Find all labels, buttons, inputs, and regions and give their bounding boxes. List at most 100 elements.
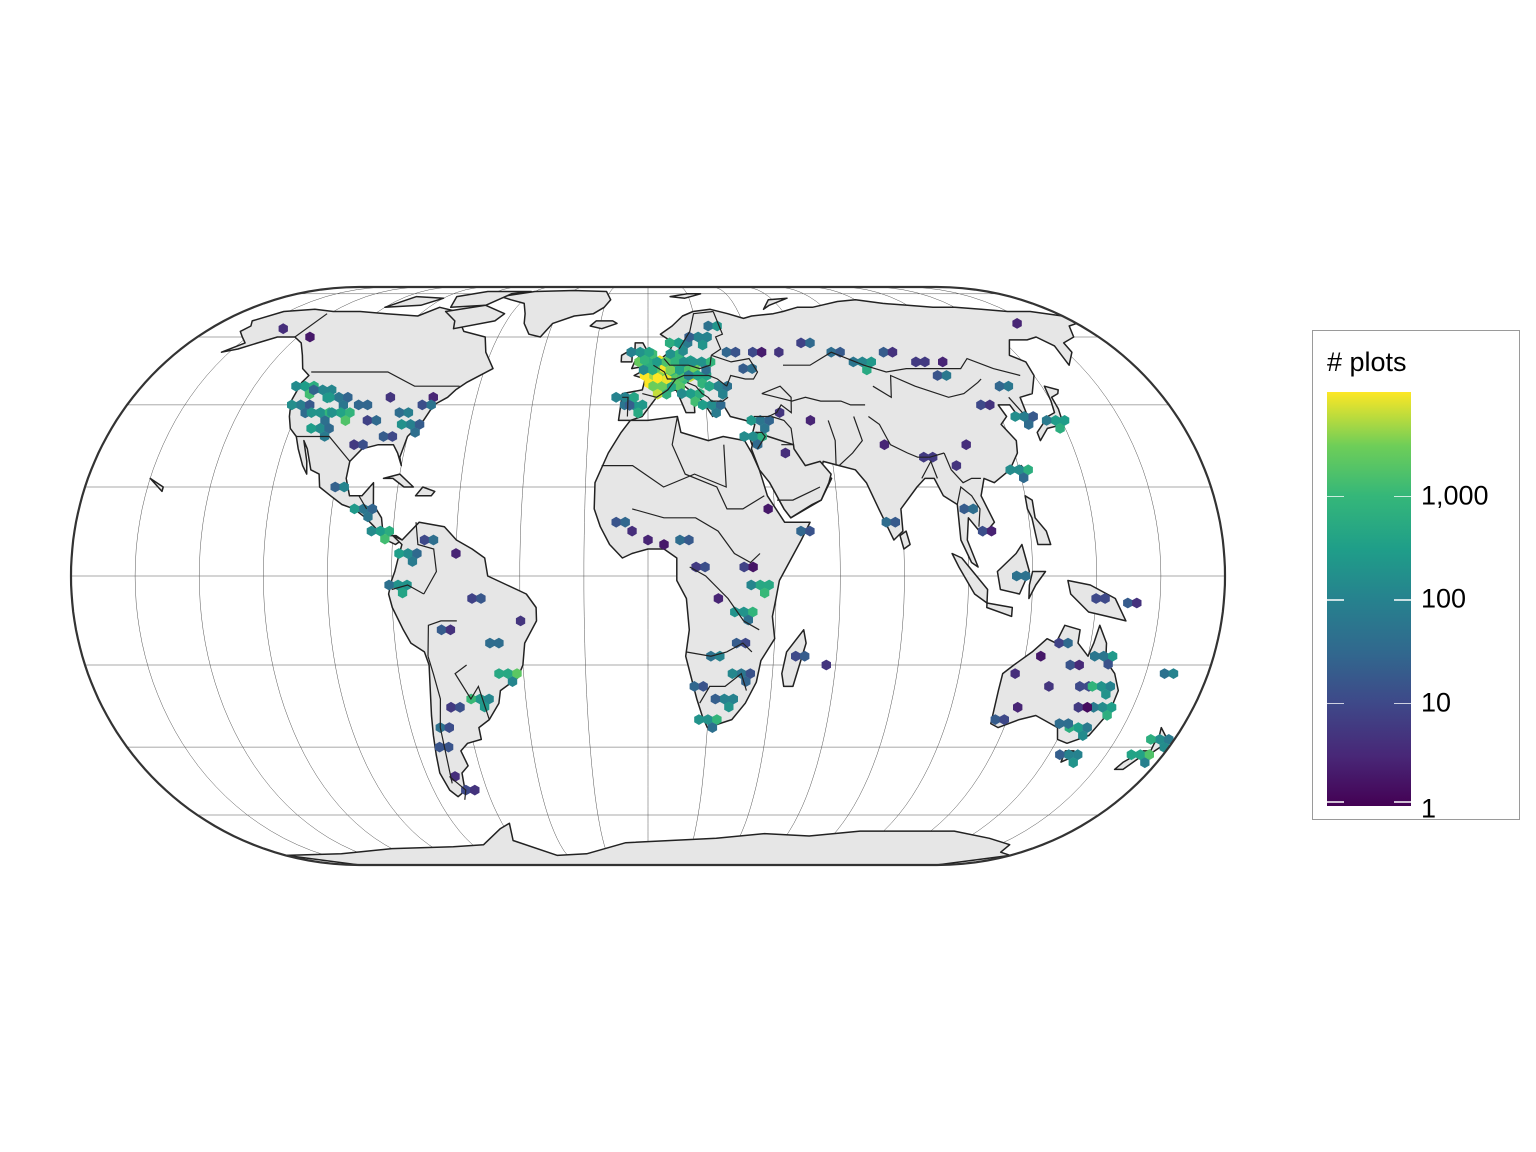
landmass-antarctica xyxy=(284,822,1012,865)
hexbin-cell xyxy=(739,561,749,573)
country-border xyxy=(671,416,765,510)
hexbin-cell xyxy=(1168,668,1179,679)
hexbin-cell xyxy=(686,388,696,399)
hexbin-cell xyxy=(1055,749,1065,761)
hexbin-cell xyxy=(1078,730,1088,741)
hexbin-cell xyxy=(755,579,765,591)
hexbin-cell xyxy=(638,364,649,376)
hexbin-cell xyxy=(1140,757,1150,769)
hexbin-cell xyxy=(848,356,858,368)
hexbin-cell xyxy=(626,346,636,358)
hexbin-cell xyxy=(1065,659,1075,671)
landmass-java xyxy=(986,602,1014,618)
hexbin-cell xyxy=(380,533,390,545)
country-border xyxy=(685,642,753,657)
country-border xyxy=(771,415,795,446)
hexbin-cell xyxy=(941,370,952,381)
landmass-africa xyxy=(593,415,811,729)
hexbin-cell xyxy=(1005,464,1015,476)
hexbin-cell xyxy=(1012,570,1022,582)
country-border xyxy=(689,566,760,631)
hexbin-cell xyxy=(1100,593,1110,604)
hexbin-cell xyxy=(746,415,756,426)
hexbin-cell xyxy=(320,415,330,426)
hexbin-cell xyxy=(1096,681,1106,692)
hexbin-cell xyxy=(677,388,687,399)
hexbin-cell xyxy=(712,714,722,725)
hexbin-cell xyxy=(976,399,986,411)
hexbin-cell xyxy=(1106,701,1117,713)
hexbin-cell xyxy=(315,407,326,418)
hexbin-cell xyxy=(385,391,396,403)
hexbin-cell xyxy=(977,525,988,537)
hexbin-cell xyxy=(760,423,770,434)
hexbin-cell xyxy=(643,534,653,546)
hexbin-cell xyxy=(378,431,389,442)
landmass-canada-islands-2 xyxy=(384,295,445,309)
hexbin-cell xyxy=(446,701,456,713)
landmass-hawaii xyxy=(149,477,164,493)
hexbin-cell xyxy=(739,606,749,618)
country-border xyxy=(622,396,629,417)
hexbin-cell xyxy=(443,741,454,753)
hexbin-cell xyxy=(349,439,359,451)
hexbin-cell xyxy=(796,525,806,537)
hexbin-cell xyxy=(661,388,672,400)
legend-tick-left xyxy=(1327,495,1344,497)
country-borders xyxy=(294,310,1023,800)
hexbin-cell xyxy=(467,593,477,604)
hexbin-cell xyxy=(1105,681,1115,692)
hexbin-cell xyxy=(748,606,758,618)
hexbin-cell xyxy=(1019,411,1029,422)
hexbin-cell xyxy=(719,693,729,705)
hexbin-cell xyxy=(640,354,650,366)
hexbin-cell xyxy=(932,370,943,381)
hexbin-cell xyxy=(1012,318,1022,329)
hexbin-cell xyxy=(757,346,767,358)
hexbin-cell xyxy=(713,380,723,392)
country-border xyxy=(777,486,821,501)
hexbin-cell xyxy=(410,427,420,438)
hexbin-cell xyxy=(637,399,648,411)
hexbin-cell xyxy=(306,407,317,418)
hexbin-cell xyxy=(1013,701,1023,713)
hexbin-cell xyxy=(764,579,774,591)
hexbin-cell xyxy=(647,364,658,376)
hexbin-cell xyxy=(652,356,662,368)
hexbin-cell xyxy=(1036,650,1046,662)
hexbin-cell xyxy=(718,388,728,400)
hexbin-cell xyxy=(780,447,791,459)
hexbin-cell xyxy=(1132,597,1142,609)
hexbin-cell xyxy=(375,525,385,537)
hexbin-cell xyxy=(417,399,427,411)
legend-tick-right xyxy=(1394,495,1411,497)
landmass-iceland xyxy=(589,320,618,330)
hexbin-cell xyxy=(695,388,705,399)
hexbin-cell xyxy=(727,668,737,679)
hexbin-cell xyxy=(1023,464,1033,476)
hexbin-cell xyxy=(1103,658,1113,670)
hexbin-cell xyxy=(684,331,694,343)
country-border xyxy=(632,508,761,564)
hexbin-cell xyxy=(755,415,765,426)
hexbin-cell xyxy=(309,384,319,396)
hexbin-cell xyxy=(760,587,770,599)
hexbin-cell xyxy=(679,356,689,368)
hexbin-cell xyxy=(1075,681,1085,692)
hexbin-cell xyxy=(403,548,413,559)
hexbin-cell xyxy=(1102,709,1112,721)
legend-tick-left xyxy=(1327,801,1344,803)
hexbin-cell xyxy=(1144,749,1154,761)
legend-tick-left xyxy=(1327,599,1344,601)
hexbin-cell xyxy=(697,378,707,389)
hexbin-cell xyxy=(1146,734,1156,745)
hexbin-cell xyxy=(700,561,710,573)
hexbin-cell xyxy=(990,714,1000,725)
country-border xyxy=(956,485,981,527)
country-border xyxy=(710,311,724,356)
hexbin-cell xyxy=(703,714,713,725)
hexbin-cell xyxy=(698,399,708,411)
legend-tick-left xyxy=(1327,702,1344,704)
hexbin-cell xyxy=(315,423,325,434)
